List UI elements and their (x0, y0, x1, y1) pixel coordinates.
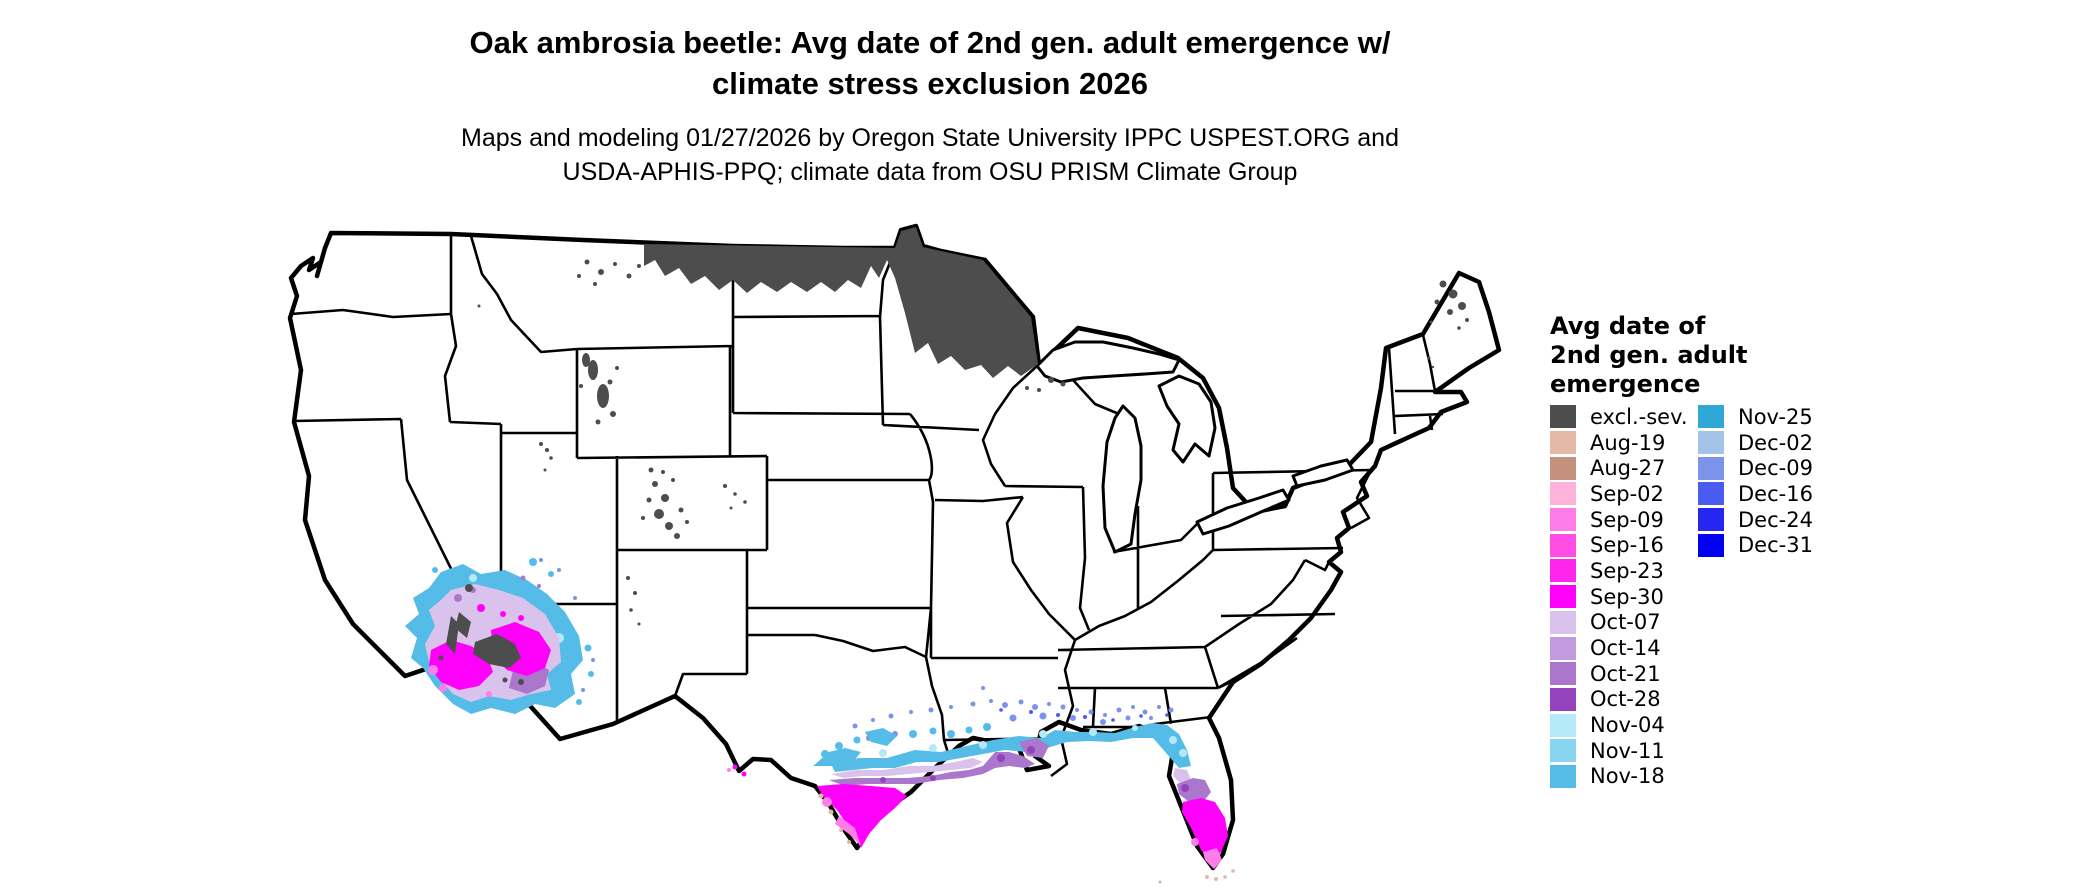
legend-row: Oct-14 (1550, 635, 1688, 661)
legend-column-2: Nov-25 Dec-02 Dec-09 Dec-16 Dec-24 Dec-3… (1698, 404, 1813, 558)
lake-huron (1157, 374, 1217, 464)
lake-ontario (1291, 458, 1355, 488)
us-choropleth-map (283, 218, 1553, 890)
legend-swatch (1550, 610, 1576, 634)
legend-swatch (1550, 662, 1576, 686)
legend-row: Dec-31 (1698, 532, 1813, 558)
legend-row: Nov-25 (1698, 404, 1813, 430)
legend-label: Nov-25 (1738, 404, 1813, 429)
legend-title-line-3: emergence (1550, 370, 1701, 398)
legend-row: Nov-04 (1550, 712, 1688, 738)
region-arizona-pink-bits (428, 665, 492, 697)
legend-swatch (1550, 687, 1576, 711)
page-subtitle: Maps and modeling 01/27/2026 by Oregon S… (0, 121, 1860, 189)
legend-swatch (1698, 405, 1724, 429)
region-gulf-oct07-band (831, 758, 1191, 784)
region-mountain-exclusion-specks (477, 259, 1469, 626)
subtitle-line-2: USDA-APHIS-PPQ; climate data from OSU PR… (562, 158, 1298, 186)
region-gulf-nov18-band (813, 723, 1191, 772)
legend-swatch (1550, 405, 1576, 429)
legend-row: Aug-19 (1550, 430, 1688, 456)
legend-row: Dec-24 (1698, 507, 1813, 533)
legend-swatch (1550, 431, 1576, 455)
subtitle-line-1: Maps and modeling 01/27/2026 by Oregon S… (461, 124, 1399, 152)
legend-title-line-1: Avg date of (1550, 312, 1706, 340)
legend-row: Nov-18 (1550, 764, 1688, 790)
legend-label: excl.-sev. (1590, 404, 1688, 429)
region-florida-pink-tip (1191, 838, 1222, 869)
legend-label: Oct-28 (1590, 687, 1661, 712)
region-arizona-exclusion-patches (438, 584, 524, 685)
legend-label: Sep-16 (1590, 533, 1664, 558)
legend-column-1: excl.-sev. Aug-19 Aug-27 Sep-02 Sep-09 S… (1550, 404, 1688, 789)
legend-label: Nov-11 (1590, 738, 1665, 763)
region-south-texas-pink (727, 768, 861, 846)
legend-swatch (1550, 482, 1576, 506)
legend-swatch (1550, 508, 1576, 532)
legend-swatch (1550, 764, 1576, 788)
legend-row: Nov-11 (1550, 738, 1688, 764)
legend-row: Sep-09 (1550, 507, 1688, 533)
legend-label: Dec-02 (1738, 430, 1813, 455)
legend-label: Dec-09 (1738, 456, 1813, 481)
region-north-exclusion (644, 227, 1066, 392)
legend-row: Oct-21 (1550, 661, 1688, 687)
region-florida-magenta (1182, 798, 1228, 864)
legend-label: Oct-14 (1590, 636, 1661, 661)
legend-row: Oct-07 (1550, 610, 1688, 636)
legend-swatch (1550, 533, 1576, 557)
legend-title-line-2: 2nd gen. adult (1550, 341, 1748, 369)
legend-label: Dec-16 (1738, 481, 1813, 506)
legend-label: Nov-04 (1590, 713, 1665, 738)
legend-swatch (1550, 585, 1576, 609)
legend-swatch (1550, 559, 1576, 583)
legend-label: Aug-27 (1590, 456, 1666, 481)
region-arizona-dec-specks (539, 558, 595, 692)
legend-swatch (1698, 431, 1724, 455)
legend-row: Dec-09 (1698, 455, 1813, 481)
legend-row: Sep-02 (1550, 481, 1688, 507)
legend-label: Sep-02 (1590, 481, 1664, 506)
legend-swatch (1698, 482, 1724, 506)
region-florida-keys-tan (1158, 869, 1235, 884)
region-gulf-oct28-accents (880, 746, 1189, 792)
legend-label: Dec-24 (1738, 507, 1813, 532)
title-line-1: Oak ambrosia beetle: Avg date of 2nd gen… (469, 25, 1391, 60)
lake-superior (1035, 340, 1181, 384)
lake-erie (1195, 488, 1291, 536)
legend-label: Aug-19 (1590, 430, 1666, 455)
legend-swatch (1698, 533, 1724, 557)
region-gulf-dec16-specks (999, 708, 1169, 722)
region-south-texas-magenta (732, 764, 907, 848)
legend-label: Oct-07 (1590, 610, 1661, 635)
legend-row: Dec-16 (1698, 481, 1813, 507)
legend-row: excl.-sev. (1550, 404, 1688, 430)
legend-label: Sep-23 (1590, 558, 1664, 583)
title-line-2: climate stress exclusion 2026 (712, 66, 1148, 101)
legend-row: Oct-28 (1550, 687, 1688, 713)
legend-swatch (1550, 739, 1576, 763)
legend-label: Dec-31 (1738, 533, 1813, 558)
legend-swatch (1698, 508, 1724, 532)
legend-row: Dec-02 (1698, 430, 1813, 456)
legend-title: Avg date of 2nd gen. adult emergence (1550, 312, 1850, 399)
region-gulf-nov04-patches (879, 725, 1187, 757)
legend-row: Sep-16 (1550, 532, 1688, 558)
page-title: Oak ambrosia beetle: Avg date of 2nd gen… (0, 22, 1860, 104)
legend-label: Oct-21 (1590, 661, 1661, 686)
legend-row: Sep-30 (1550, 584, 1688, 610)
legend-row: Sep-23 (1550, 558, 1688, 584)
legend-swatch (1550, 456, 1576, 480)
legend-label: Sep-30 (1590, 584, 1664, 609)
legend-row: Aug-27 (1550, 455, 1688, 481)
region-south-texas-tan (818, 793, 851, 844)
legend-label: Nov-18 (1590, 764, 1665, 789)
legend-swatch (1550, 713, 1576, 737)
great-lakes (1035, 340, 1355, 554)
legend-label: Sep-09 (1590, 507, 1664, 532)
legend-swatch (1698, 456, 1724, 480)
lake-michigan (1101, 404, 1143, 554)
legend-swatch (1550, 636, 1576, 660)
